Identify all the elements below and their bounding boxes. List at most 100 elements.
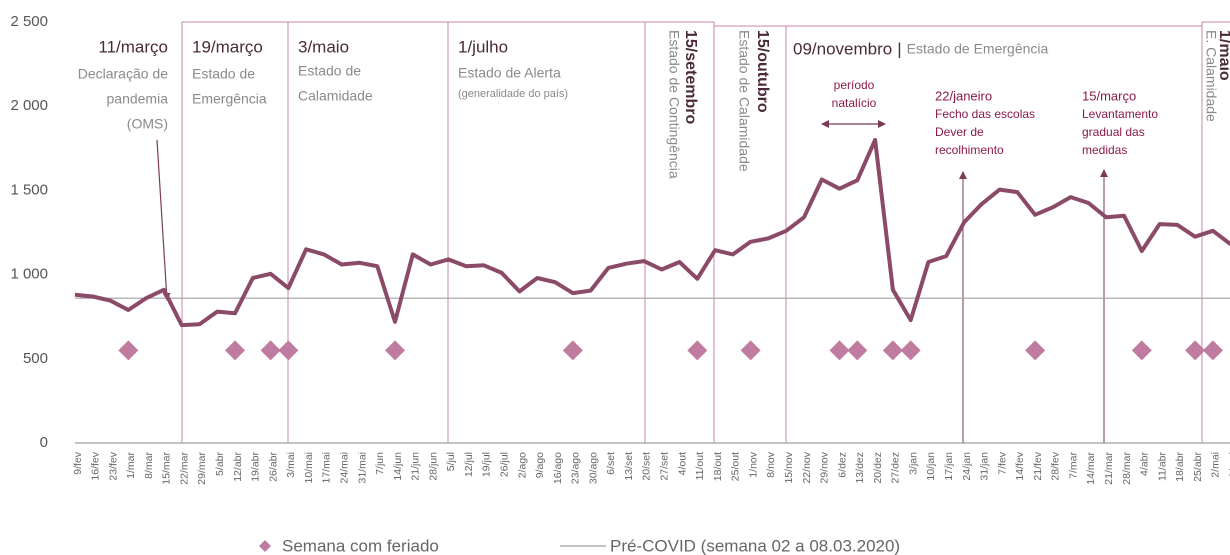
holiday-marker: [278, 340, 299, 361]
x-tick: 17/jan: [943, 452, 955, 481]
x-tick-label: 31/mai: [356, 452, 368, 484]
x-tick: 26/jul: [499, 452, 511, 477]
x-tick-label: 2/ago: [516, 452, 528, 478]
holiday-marker: [385, 340, 406, 361]
x-tick-label: 23/fev: [107, 451, 119, 480]
x-tick: 7/jun: [374, 452, 386, 475]
annotation-title: 22/janeiro: [935, 88, 992, 103]
x-tick: 2/ago: [516, 452, 528, 478]
x-tick: 12/abr: [232, 452, 244, 482]
x-tick-label: 9/mai: [1227, 452, 1230, 478]
x-tick-label: 7/mar: [1067, 452, 1079, 479]
x-tick: 21/mar: [1103, 452, 1115, 485]
x-tick: 19/abr: [250, 452, 262, 482]
x-tick: 3/jan: [907, 452, 919, 475]
x-tick: 16/fev: [90, 451, 102, 480]
x-tick-label: 9/fev: [72, 451, 84, 475]
holiday-marker: [1202, 340, 1223, 361]
annotation-title: 11/março: [98, 37, 168, 56]
x-tick: 9/ago: [534, 452, 546, 478]
x-tick: 7/mar: [1067, 452, 1079, 479]
x-tick-label: 11/out: [694, 452, 706, 480]
x-tick: 20/set: [641, 452, 653, 481]
x-tick: 28/fev: [1050, 451, 1062, 480]
annotation-text: Levantamento: [1082, 107, 1158, 121]
x-tick-label: 21/mar: [1103, 452, 1115, 485]
x-tick-label: 7/fev: [996, 451, 1008, 475]
annotation-separator: |: [897, 39, 901, 58]
x-tick: 7/fev: [996, 451, 1008, 475]
x-tick: 8/mar: [143, 452, 155, 479]
annotation-text: natalício: [832, 96, 877, 110]
x-tick: 10/mai: [303, 452, 315, 484]
x-tick-label: 11/abr: [1156, 452, 1168, 481]
x-tick-label: 4/abr: [1139, 452, 1151, 476]
x-tick: 9/fev: [72, 451, 84, 475]
x-tick: 8/nov: [765, 451, 777, 477]
x-tick: 5/jul: [445, 452, 457, 471]
x-tick: 2/mai: [1210, 452, 1222, 478]
x-tick-label: 31/jan: [979, 452, 991, 481]
x-tick-label: 26/abr: [267, 452, 279, 482]
y-tick-label: 0: [40, 434, 48, 451]
x-tick: 25/abr: [1192, 452, 1204, 482]
x-tick-label: 10/jan: [925, 452, 937, 481]
x-tick-label: 20/dez: [872, 452, 884, 484]
annotation-text: Calamidade: [298, 88, 373, 104]
annotation-title: 15/outubro: [754, 30, 771, 113]
x-tick: 20/dez: [872, 452, 884, 484]
x-tick-label: 5/jul: [445, 452, 457, 471]
holiday-marker: [118, 340, 139, 361]
x-tick-label: 14/mar: [1085, 452, 1097, 485]
x-tick: 23/ago: [570, 452, 582, 484]
x-tick-label: 18/abr: [1174, 452, 1186, 482]
holiday-marker: [829, 340, 850, 361]
annotation-title: 15/setembro: [682, 30, 699, 124]
x-tick: 6/set: [605, 452, 617, 475]
x-tick-label: 3/mai: [285, 452, 297, 478]
annotation-text: medidas: [1082, 143, 1127, 157]
holiday-marker: [882, 340, 903, 361]
annotation-text: Fecho das escolas: [935, 107, 1035, 121]
x-tick: 5/abr: [214, 452, 226, 476]
x-tick-label: 20/set: [641, 452, 653, 481]
x-tick: 6/dez: [836, 452, 848, 478]
legend-label: Semana com feriado: [282, 536, 439, 555]
x-tick-label: 27/set: [659, 452, 671, 481]
period-boxes: [181, 21, 1230, 444]
x-tick-label: 6/set: [605, 452, 617, 475]
x-tick: 22/nov: [801, 451, 813, 483]
x-tick: 14/fev: [1014, 451, 1026, 480]
x-tick: 30/ago: [587, 452, 599, 484]
x-tick-label: 15/nov: [783, 451, 795, 483]
x-tick: 4/out: [676, 452, 688, 475]
x-tick-label: 1/nov: [747, 451, 759, 477]
x-tick: 24/mai: [338, 452, 350, 484]
x-tick: 13/dez: [854, 452, 866, 484]
holiday-marker: [1131, 340, 1152, 361]
holiday-marker: [847, 340, 868, 361]
annotation-text: pandemia: [107, 91, 169, 107]
x-tick-label: 9/ago: [534, 452, 546, 478]
annotation-title: 3/maio: [298, 37, 349, 56]
x-tick-label: 3/jan: [907, 452, 919, 475]
x-tick: 25/out: [730, 452, 742, 481]
x-tick: 18/abr: [1174, 452, 1186, 482]
x-tick: 16/ago: [552, 452, 564, 484]
x-tick-label: 21/fev: [1032, 451, 1044, 480]
x-tick-label: 10/mai: [303, 452, 315, 484]
period-box: [287, 21, 449, 444]
x-tick: 31/jan: [979, 452, 991, 481]
x-tick: 22/mar: [178, 452, 190, 485]
x-tick-label: 6/dez: [836, 452, 848, 478]
x-tick: 14/jun: [392, 452, 404, 481]
x-tick: 11/out: [694, 452, 706, 480]
x-tick-label: 28/fev: [1050, 451, 1062, 480]
x-tick-label: 12/jul: [463, 452, 475, 477]
annotation-title: 15/março: [1082, 88, 1136, 103]
x-tick: 29/nov: [819, 451, 831, 483]
x-tick-label: 19/abr: [250, 452, 262, 482]
legend-marker: [259, 540, 271, 552]
